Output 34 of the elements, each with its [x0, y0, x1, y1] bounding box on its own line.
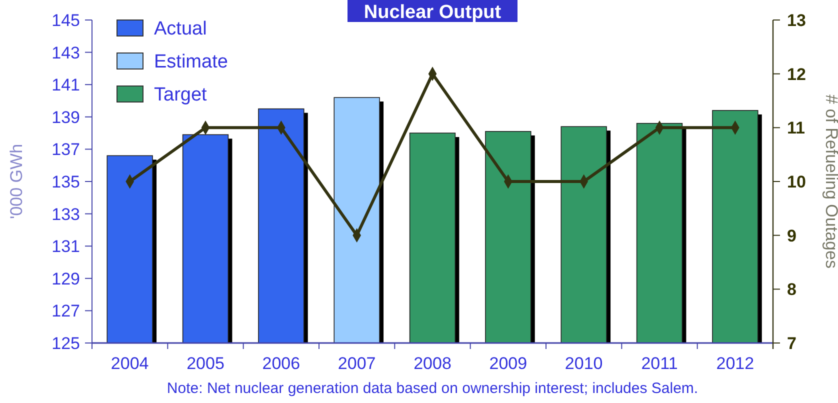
x-tick-label: 2010 — [564, 354, 603, 373]
y2-tick-label: 10 — [787, 172, 806, 192]
y-tick-label: 135 — [52, 172, 80, 192]
y-tick-label: 141 — [52, 76, 80, 95]
x-tick-label: 2004 — [110, 354, 149, 373]
y2-tick-label: 9 — [787, 226, 796, 246]
y-tick-label: 129 — [52, 269, 80, 288]
x-tick-label: 2006 — [262, 354, 300, 373]
y-tick-label: 131 — [52, 237, 80, 256]
y-axis-title: '000 GWh — [7, 144, 26, 220]
legend-label: Target — [154, 84, 208, 106]
x-tick-label: 2008 — [414, 354, 452, 373]
y-tick-label: 139 — [52, 108, 80, 127]
y-tick-label: 133 — [52, 204, 80, 224]
y2-tick-label: 7 — [787, 334, 796, 353]
x-tick-label: 2012 — [716, 354, 754, 373]
y-tick-label: 127 — [52, 302, 80, 321]
y2-tick-label: 13 — [787, 10, 806, 30]
chart-title: Nuclear Output — [364, 2, 502, 23]
y-tick-label: 145 — [52, 10, 80, 30]
y-tick-label: 143 — [52, 43, 80, 62]
y2-tick-label: 11 — [787, 118, 805, 138]
legend-label: Actual — [154, 18, 207, 40]
y2-tick-label: 8 — [787, 280, 796, 300]
y2-tick-label: 12 — [787, 64, 806, 84]
x-tick-label: 2011 — [641, 354, 678, 373]
legend-label: Estimate — [154, 52, 228, 73]
y2-axis-title: # of Refueling Outages — [822, 94, 838, 268]
x-tick-label: 2007 — [338, 354, 376, 373]
text: Note: Net nuclear generation data based on ownership interest; includes Salem. — [166, 380, 698, 397]
y-tick-label: 137 — [52, 140, 80, 160]
y-tick-label: 125 — [52, 334, 80, 353]
x-tick-label: 2005 — [186, 354, 224, 373]
x-tick-label: 2009 — [489, 354, 528, 373]
